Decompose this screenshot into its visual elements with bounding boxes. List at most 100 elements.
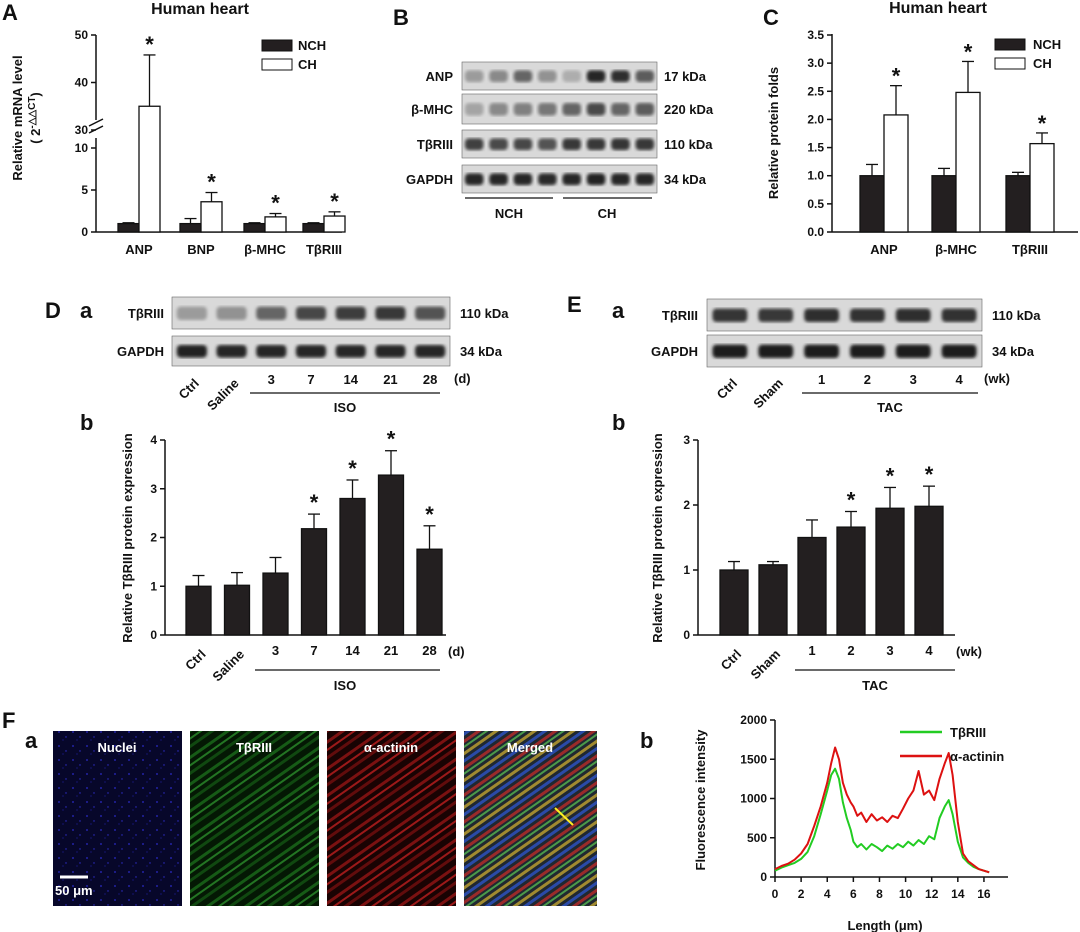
blot-D-lane-label: 28	[423, 372, 437, 387]
blot-B-kda-label: 17 kDa	[664, 69, 707, 84]
blot-D-group: ISO	[334, 400, 356, 415]
chart-A-ylabel: Relative mRNA level	[10, 55, 25, 180]
chart-C-bar-ch	[955, 91, 981, 233]
chart-A-bar-nch	[179, 222, 202, 233]
image-label-alpha-actinin: α-actinin	[364, 740, 418, 755]
chart-Eb-significance-star: *	[847, 488, 856, 513]
blot-B-row-1-band	[586, 103, 606, 116]
blot-D-lane-label: Ctrl	[176, 376, 202, 402]
blot-D-kda-label: 34 kDa	[460, 344, 503, 359]
blot-D-row-1-band	[295, 345, 327, 358]
blot-B-row-label: TβRIII	[417, 137, 453, 152]
chart-Fb-ytick-label: 1500	[740, 752, 767, 766]
blot-B-row-1-band	[513, 103, 533, 116]
chart-Db-ytick-label: 3	[150, 482, 157, 496]
blot-D-lane-label: Saline	[204, 376, 242, 414]
blot-B-row-0-band	[513, 70, 533, 83]
blot-E-row-0-band	[895, 308, 931, 323]
chart-Db-group: ISO	[334, 678, 356, 693]
blot-B-row-2-band	[489, 138, 508, 151]
chart-Db-ytick-label: 1	[150, 579, 157, 593]
blot-D-row-0-band	[335, 306, 366, 321]
chart-Eb-bar	[875, 507, 905, 636]
panel-label-A: A	[2, 0, 18, 25]
chart-Eb-significance-star: *	[925, 462, 934, 487]
blot-B-row-2-band	[513, 138, 533, 151]
blot-E-kda-label: 34 kDa	[992, 344, 1035, 359]
chart-C-ytick-label: 0.5	[807, 197, 824, 211]
chart-C-ytick-label: 0.0	[807, 225, 824, 239]
blot-D-row-0-band	[415, 306, 446, 321]
blot-B-row-label: ANP	[426, 69, 454, 84]
chart-Fb-line-tbriii	[774, 767, 990, 874]
blot-B-row-1-band	[562, 103, 581, 116]
image-tbriii	[190, 731, 319, 906]
chart-A-legend-ch: CH	[298, 57, 317, 72]
panel-label-F: F	[2, 708, 15, 733]
chart-A-ytick-label: 50	[75, 28, 89, 42]
chart-Db-significance-star: *	[425, 502, 434, 527]
chart-Eb-ytick-label: 3	[683, 433, 690, 447]
blot-E-row-1-band	[895, 344, 931, 359]
blot-B-row-3-band	[513, 173, 533, 186]
blot-D-lane-label: 21	[383, 372, 397, 387]
chart-Eb-ylabel: Relative TβRIII protein expression	[650, 433, 665, 643]
blot-E-group: TAC	[877, 400, 903, 415]
blot-D-kda-label: 110 kDa	[460, 306, 509, 321]
chart-A-ytick-label: 0	[81, 225, 88, 239]
chart-C-significance-star: *	[1038, 111, 1047, 136]
chart-Db-bar	[185, 585, 212, 636]
chart-Db-bar	[339, 497, 366, 636]
chart-Fb-xtick-label: 16	[977, 887, 991, 901]
chart-C-ytick-label: 3.0	[807, 56, 824, 70]
blot-B-row-0-band	[489, 70, 508, 83]
blot-E-row-0-background	[706, 298, 983, 332]
chart-A-bar-ch	[323, 215, 346, 233]
chart-A-bar-ch	[200, 201, 223, 233]
blot-B-row-3-band	[611, 173, 630, 186]
blot-B-row-label: β-MHC	[411, 102, 453, 117]
blot-B-row-3-band	[562, 173, 581, 186]
chart-C-ytick-label: 2.0	[807, 112, 824, 126]
chart-Fb-xtick-label: 6	[850, 887, 857, 901]
chart-A-ylabel2: ( 2	[28, 129, 43, 144]
chart-C: Human heart Relative protein folds 0.0 0.…	[766, 0, 1078, 257]
chart-Eb-ytick-label: 2	[683, 498, 690, 512]
chart-Eb-category-label: Sham	[747, 647, 783, 683]
chart-A: Human heart Relative mRNA level ( 2-△△CT…	[10, 1, 346, 257]
blot-B-row-2-band	[464, 138, 484, 151]
chart-Db-category-label: 3	[272, 643, 279, 658]
blot-D-row-1-band	[176, 345, 207, 358]
blot-D-lane-label: 14	[343, 372, 358, 387]
chart-Db-ytick-label: 4	[150, 433, 157, 447]
blot-B-row-1-band	[464, 103, 484, 116]
chart-Db-category-label: Saline	[209, 647, 247, 685]
blot-D-row-0-band	[176, 306, 207, 321]
chart-A-ytick-label: 30	[75, 123, 89, 137]
chart-A-significance-star: *	[330, 189, 339, 214]
blot-E-lane-label: Sham	[750, 376, 786, 412]
chart-Db-bar	[416, 548, 443, 636]
chart-Eb-category-label: 2	[847, 643, 854, 658]
panel-label-E: E	[567, 292, 582, 317]
chart-Db-category-label: 28	[422, 643, 436, 658]
blot-B-row-3-band	[586, 173, 606, 186]
chart-Fb-xtick-label: 2	[798, 887, 805, 901]
chart-Fb-xlabel: Length (μm)	[847, 918, 922, 932]
chart-Fb-line-actinin	[774, 746, 990, 874]
panel-label-Ea: a	[612, 298, 625, 323]
blot-B-row-2-band	[586, 138, 606, 151]
blot-D-unit: (d)	[454, 371, 471, 386]
western-blot-D: TβRIII 110 kDa GAPDH 34 kDa Ctrl Saline 3 7 14 2…	[117, 296, 509, 415]
chart-Fb-ytick-label: 2000	[740, 713, 767, 727]
blot-B-row-0-band	[635, 70, 655, 83]
chart-Fb-xtick-label: 0	[772, 887, 779, 901]
chart-C-ytick-label: 1.5	[807, 141, 824, 155]
chart-C-bar-nch	[859, 175, 885, 233]
panel-label-D: D	[45, 298, 61, 323]
blot-B-row-0-band	[586, 70, 606, 83]
blot-E-row-0-band	[850, 308, 885, 323]
chart-C-legend: NCH CH	[994, 37, 1061, 71]
blot-B-row-1-band	[538, 103, 557, 116]
chart-A-bar-ch	[264, 216, 287, 233]
